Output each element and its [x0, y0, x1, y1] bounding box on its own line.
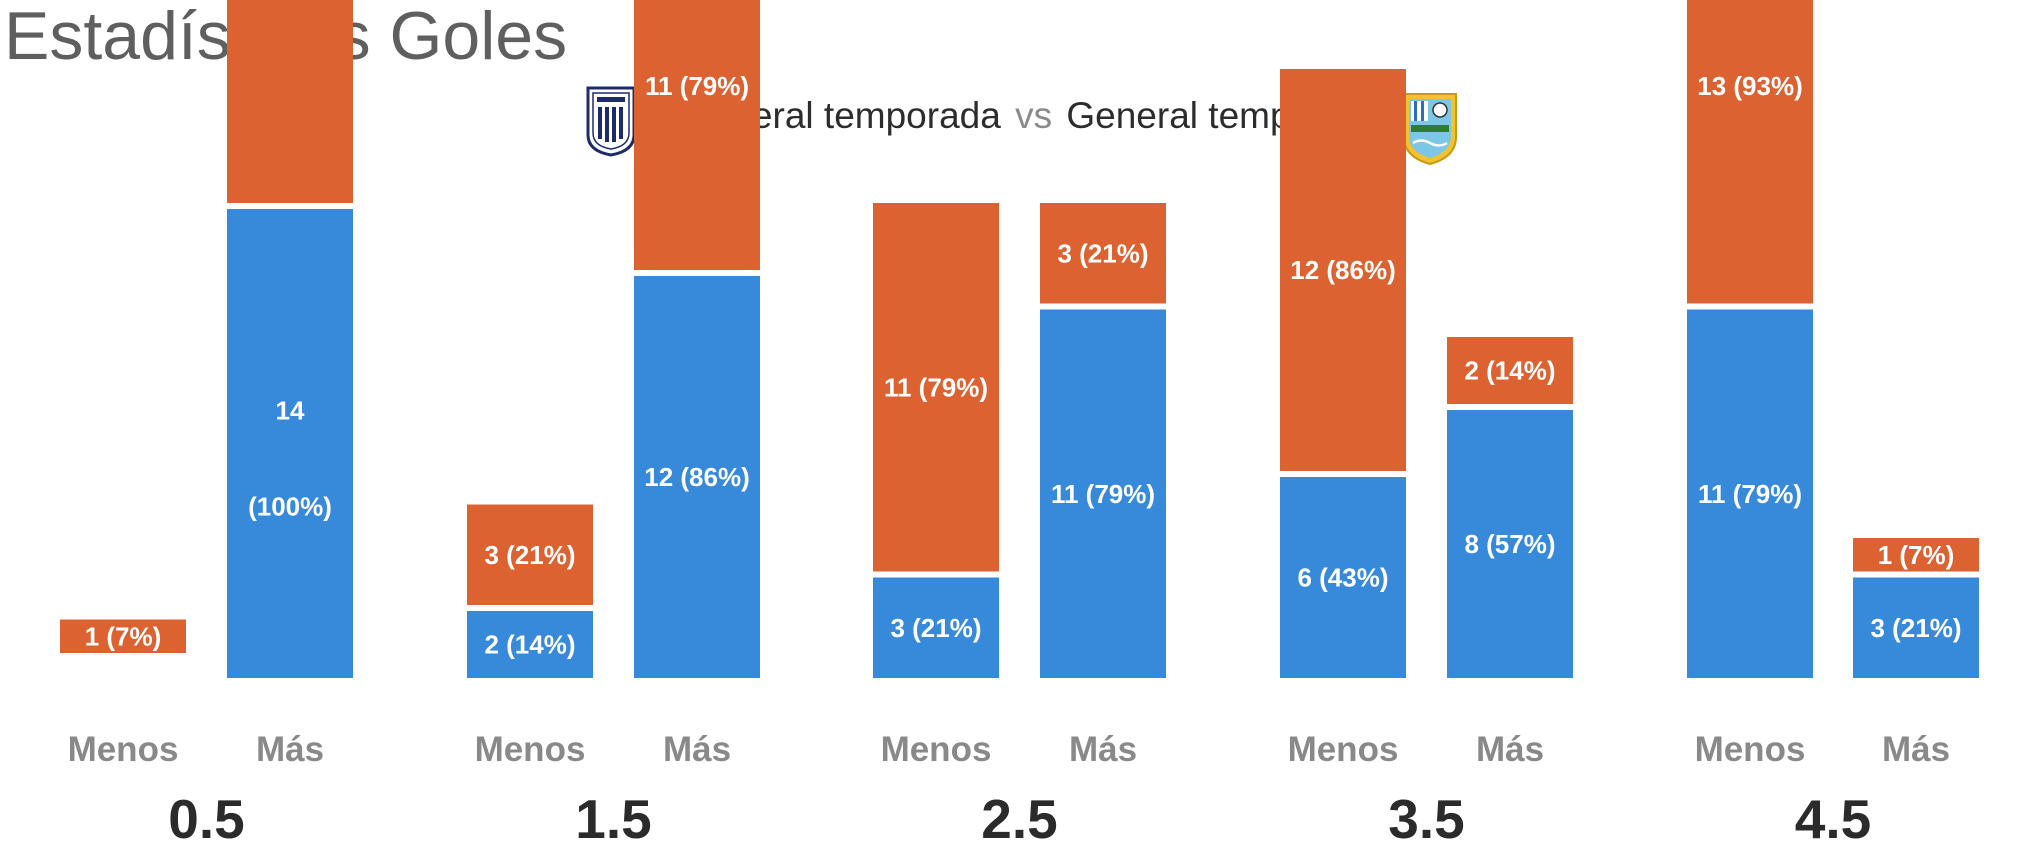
bar-home-label: 12 (86%) — [644, 462, 750, 492]
category-label: Más — [1476, 730, 1544, 769]
threshold-label: 3.5 — [1388, 788, 1464, 850]
bar-home-label: 3 (21%) — [890, 613, 981, 643]
bar-home-label: 11 (79%) — [1698, 479, 1802, 509]
bar-away-4.5-menos — [1687, 0, 1813, 304]
category-label: Menos — [1288, 730, 1399, 769]
bar-away-3.5-más — [1447, 337, 1573, 404]
category-label: Menos — [68, 730, 179, 769]
bar-home-label: 2 (14%) — [484, 630, 575, 660]
bar-home-label: 8 (57%) — [1464, 529, 1555, 559]
bar-home-4.5-menos — [1687, 309, 1813, 678]
threshold-label: 1.5 — [575, 788, 651, 850]
category-label: Más — [663, 730, 731, 769]
threshold-label: 4.5 — [1795, 788, 1871, 850]
bar-home-label: 6 (43%) — [1297, 563, 1388, 593]
category-label: Más — [1882, 730, 1950, 769]
bar-away-label: 11 (79%) — [645, 71, 749, 101]
bar-home-2.5-menos — [873, 577, 999, 678]
bar-away-label: 13 (93%) — [1697, 71, 1803, 101]
category-label: Menos — [475, 730, 586, 769]
bar-home-2.5-más — [1040, 309, 1166, 678]
bar-away-label: 3 (21%) — [1057, 238, 1148, 268]
bar-home-label: 3 (21%) — [1870, 613, 1961, 643]
bar-away-1.5-más — [634, 0, 760, 270]
category-label: Menos — [1695, 730, 1806, 769]
bar-away-4.5-más — [1853, 538, 1979, 572]
bar-home-1.5-menos — [467, 611, 593, 678]
bar-away-3.5-menos — [1280, 69, 1406, 471]
bar-home-label: 14 (100%) — [248, 396, 332, 522]
bar-home-0.5-más — [227, 209, 353, 678]
bar-away-label: 11 (79%) — [884, 372, 988, 402]
alianza-lima-crest-icon — [586, 86, 636, 157]
bar-home-1.5-más — [634, 276, 760, 678]
bar-away-0.5-menos — [60, 619, 186, 653]
threshold-label: 0.5 — [168, 788, 244, 850]
bar-away-2.5-menos — [873, 203, 999, 572]
category-label: Más — [256, 730, 324, 769]
category-label: Más — [1069, 730, 1137, 769]
bar-away-label: 1 (7%) — [1878, 540, 1955, 570]
bar-home-label: 11 (79%) — [1051, 479, 1155, 509]
vs-label: vs — [1015, 95, 1053, 136]
threshold-label: 2.5 — [981, 788, 1057, 850]
category-label: Menos — [881, 730, 992, 769]
bar-away-2.5-más — [1040, 203, 1166, 304]
bar-away-0.5-más — [227, 0, 353, 203]
bar-away-label: 12 (86%) — [1290, 255, 1396, 285]
bar-away-label: 1 (7%) — [85, 621, 162, 651]
llacuabamba-crest-icon — [1403, 93, 1457, 166]
bar-home-3.5-más — [1447, 410, 1573, 678]
bar-away-1.5-menos — [467, 504, 593, 605]
bar-home-4.5-más — [1853, 577, 1979, 678]
bar-away-label: 3 (21%) — [484, 540, 575, 570]
bar-away-label: 2 (14%) — [1464, 356, 1555, 386]
bar-home-3.5-menos — [1280, 477, 1406, 678]
